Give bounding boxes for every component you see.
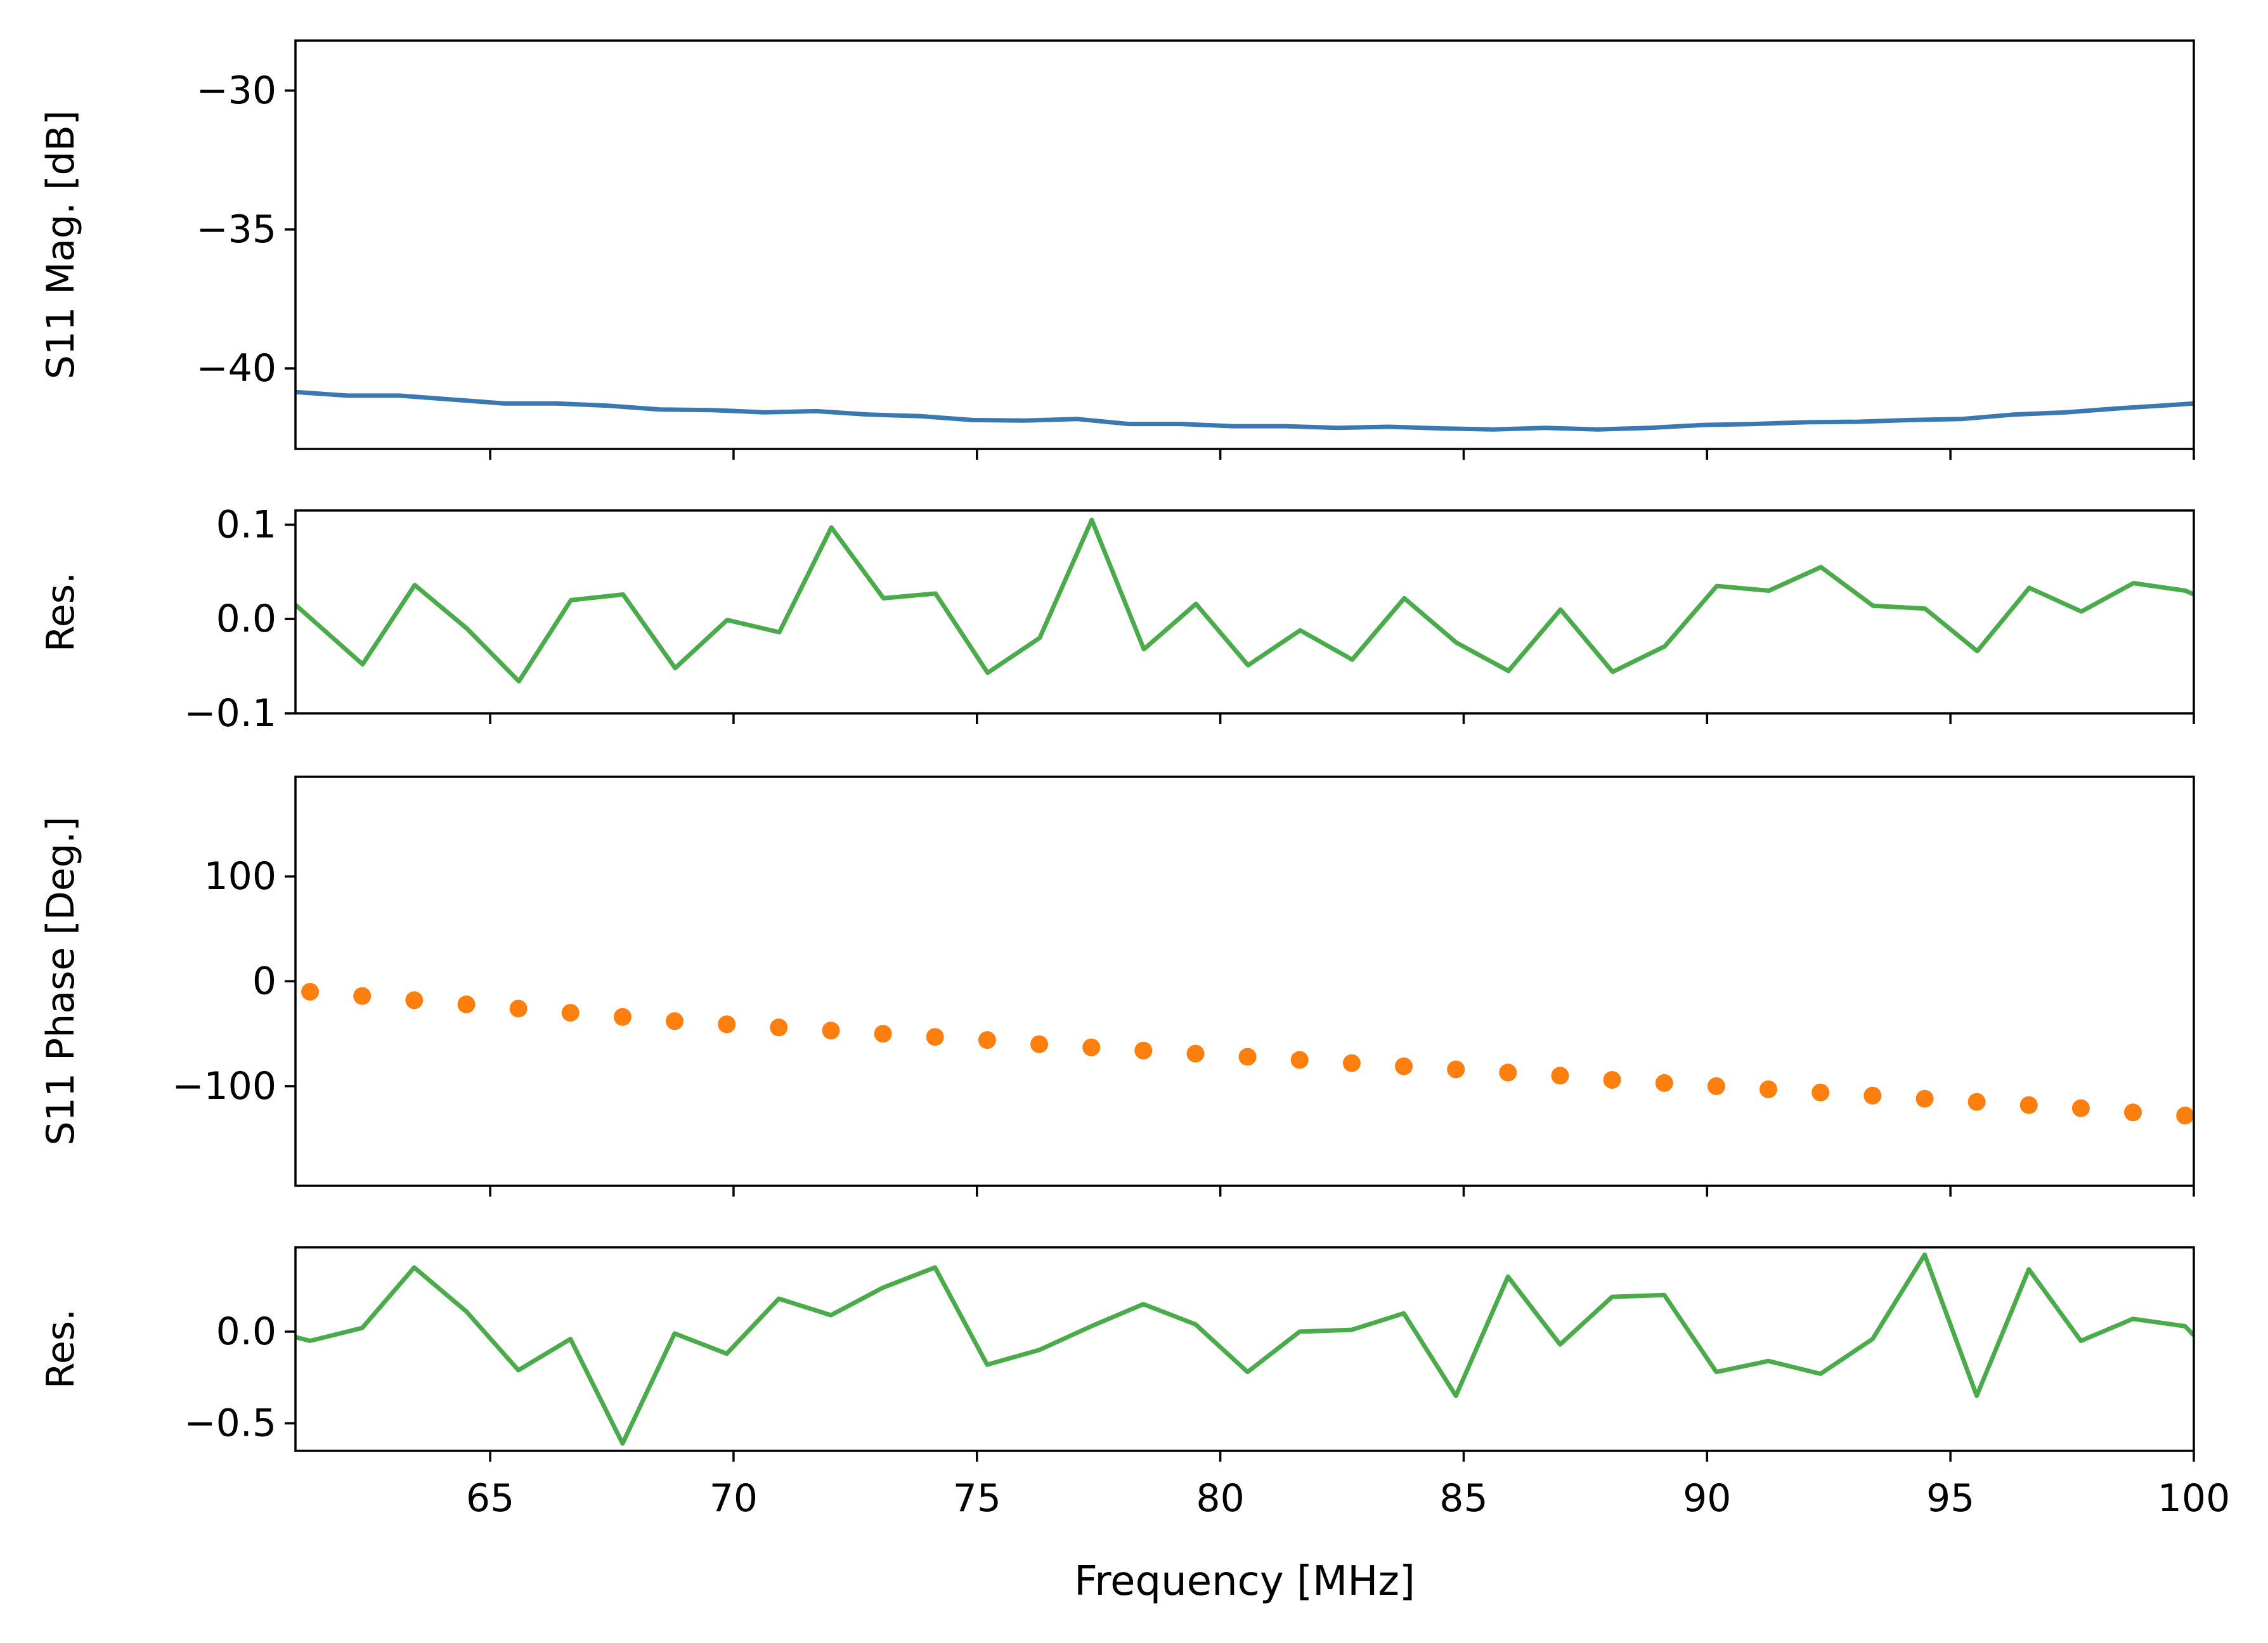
- series-line: [295, 517, 2194, 684]
- y-tick-label: −0.5: [184, 1401, 276, 1446]
- panel-3: 100 0 −100 S11 Phase [Deg.]: [39, 776, 2195, 1197]
- data-point: [1290, 1051, 1309, 1069]
- data-point: [1030, 1035, 1048, 1053]
- y-tick-label: 0.0: [216, 597, 276, 641]
- data-point: [2124, 1103, 2142, 1122]
- x-tick-label: 90: [1683, 1476, 1731, 1521]
- data-point: [457, 995, 476, 1013]
- data-point: [1447, 1060, 1465, 1079]
- y-axis-label: S11 Mag. [dB]: [39, 110, 83, 379]
- y-tick-label: 0: [252, 959, 276, 1004]
- data-point: [405, 991, 424, 1010]
- data-point: [1967, 1093, 1986, 1111]
- data-point: [1082, 1038, 1101, 1056]
- series-line: [295, 1252, 2194, 1446]
- data-point: [822, 1022, 840, 1040]
- data-point: [353, 987, 372, 1005]
- data-point: [1551, 1067, 1569, 1085]
- series-line: [295, 389, 2194, 432]
- panel-1: −30 −35 −40 S11 Mag. [dB]: [39, 39, 2195, 460]
- data-point: [666, 1012, 684, 1030]
- data-point: [1811, 1083, 1830, 1101]
- data-point: [1342, 1054, 1361, 1072]
- data-point: [770, 1018, 788, 1037]
- data-point: [1603, 1071, 1621, 1089]
- y-tick-label: −30: [196, 68, 276, 113]
- y-axis-label: Res.: [39, 1309, 83, 1389]
- data-point: [1186, 1044, 1205, 1063]
- data-point: [1863, 1086, 1882, 1105]
- y-axis-label: Res.: [39, 572, 83, 652]
- x-tick-label: 75: [953, 1476, 1001, 1521]
- data-point: [1655, 1074, 1673, 1092]
- axes-frame: [294, 1246, 2195, 1452]
- data-point: [1707, 1077, 1725, 1095]
- data-point: [1395, 1057, 1413, 1075]
- y-axis-label: S11 Phase [Deg.]: [39, 817, 83, 1146]
- y-tick-label: −0.1: [184, 691, 276, 736]
- data-point: [874, 1025, 892, 1043]
- data-point: [1238, 1048, 1257, 1066]
- data-point: [1134, 1041, 1153, 1060]
- y-tick-label: −35: [196, 207, 276, 252]
- x-tick-label: 100: [2158, 1476, 2231, 1521]
- data-point: [1759, 1080, 1777, 1098]
- data-point: [2071, 1099, 2090, 1117]
- x-tick-label: 95: [1926, 1476, 1974, 1521]
- y-tick-label: 0.0: [216, 1309, 276, 1354]
- panel-4: 0.0 −0.5 65 70 75 80 85 90 95 100 Res. Frequency [M…: [39, 1246, 2231, 1605]
- y-tick-label: −100: [172, 1064, 276, 1108]
- y-tick-label: 100: [204, 854, 276, 899]
- data-point: [561, 1004, 580, 1022]
- data-point: [2176, 1107, 2194, 1125]
- x-tick-label: 70: [710, 1476, 758, 1521]
- x-tick-label: 80: [1196, 1476, 1244, 1521]
- axes-frame: [294, 509, 2195, 715]
- data-point: [509, 999, 528, 1018]
- data-point: [926, 1028, 944, 1046]
- axes-frame: [294, 776, 2195, 1187]
- y-tick-label: −40: [196, 346, 276, 391]
- data-point: [2019, 1096, 2038, 1114]
- panel-2: 0.1 0.0 −0.1 Res.: [39, 502, 2195, 736]
- data-point: [1915, 1089, 1934, 1108]
- data-point: [301, 983, 319, 1001]
- x-tick-label: 85: [1439, 1476, 1487, 1521]
- x-axis-label: Frequency [MHz]: [1074, 1558, 1415, 1605]
- data-point: [978, 1031, 996, 1049]
- axes-frame: [294, 39, 2195, 450]
- data-point: [613, 1008, 632, 1026]
- x-tick-label: 65: [466, 1476, 514, 1521]
- y-tick-label: 0.1: [216, 502, 276, 547]
- data-point: [718, 1015, 736, 1034]
- data-point: [1499, 1063, 1517, 1082]
